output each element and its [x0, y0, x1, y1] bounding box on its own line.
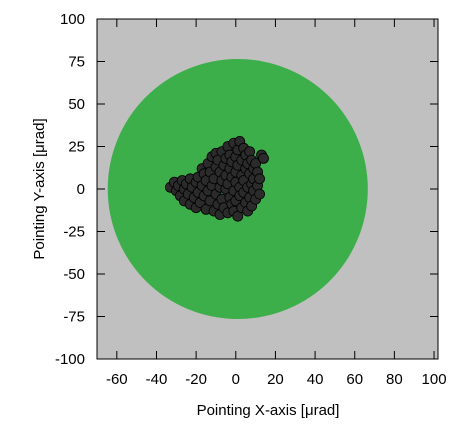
y-tick-label: -25 [63, 224, 85, 241]
x-tick-label: 20 [267, 371, 284, 388]
x-tick-label: 100 [422, 371, 447, 388]
x-tick-label: 80 [386, 371, 403, 388]
x-tick-label: -40 [146, 371, 168, 388]
x-tick-label: 40 [307, 371, 324, 388]
data-point [254, 188, 265, 200]
y-tick-label: 0 [77, 181, 85, 198]
y-tick-label: 100 [60, 11, 85, 28]
y-tick-label: -75 [63, 309, 85, 326]
plot-frame [96, 18, 439, 360]
y-tick-label: 25 [68, 139, 85, 156]
axis-ticks: -60 -40 -20 0 20 40 60 80 100 100 75 50 25 0 -25 -50 -75… [55, 11, 447, 388]
y-axis-label: Pointing Y-axis [μrad] [31, 118, 48, 259]
y-tick-label: -100 [55, 351, 85, 368]
x-tick-label: -20 [185, 371, 207, 388]
x-tick-label: -60 [106, 371, 128, 388]
data-point [254, 173, 265, 185]
y-tick-label: -50 [63, 266, 85, 283]
y-tick-label: 75 [68, 54, 85, 71]
scatter-points [164, 135, 269, 222]
data-point [258, 152, 269, 164]
x-tick-label: 60 [346, 371, 363, 388]
x-tick-label: 0 [232, 371, 240, 388]
x-axis-label: Pointing X-axis [μrad] [197, 402, 340, 419]
y-tick-label: 50 [68, 96, 85, 113]
